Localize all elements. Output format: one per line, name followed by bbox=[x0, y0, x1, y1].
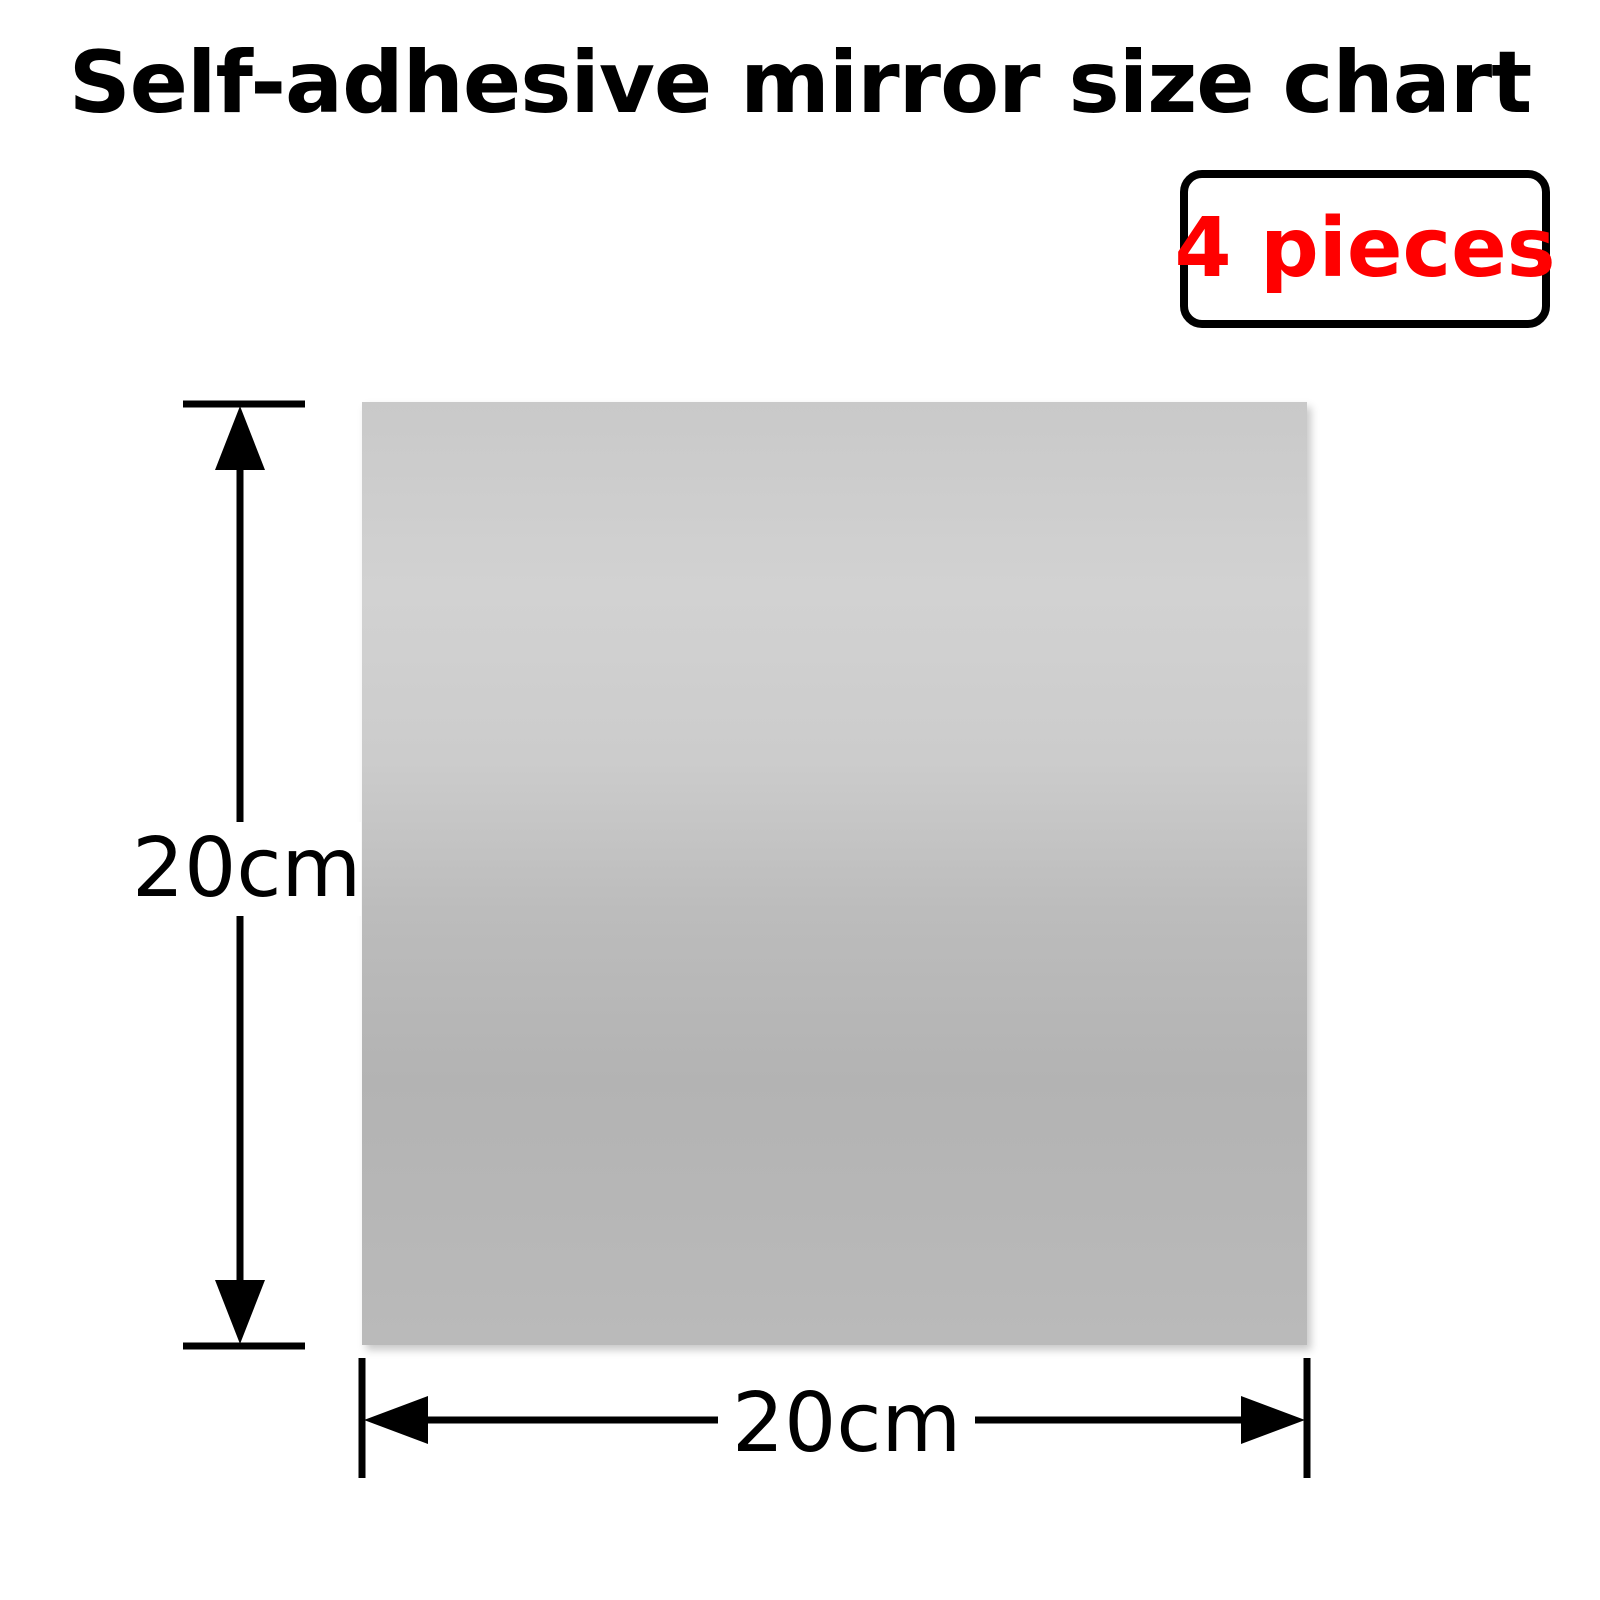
arrow-up-icon bbox=[215, 406, 265, 470]
arrow-left-icon bbox=[364, 1396, 428, 1444]
arrow-down-icon bbox=[215, 1280, 265, 1344]
page-title: Self-adhesive mirror size chart bbox=[68, 33, 1533, 133]
mirror-panel bbox=[362, 402, 1307, 1345]
height-label: 20cm bbox=[132, 821, 362, 916]
arrow-right-icon bbox=[1241, 1396, 1305, 1444]
quantity-badge: 4 pieces bbox=[1174, 170, 1556, 328]
width-label: 20cm bbox=[718, 1383, 976, 1465]
quantity-label: 4 pieces bbox=[1174, 201, 1556, 296]
